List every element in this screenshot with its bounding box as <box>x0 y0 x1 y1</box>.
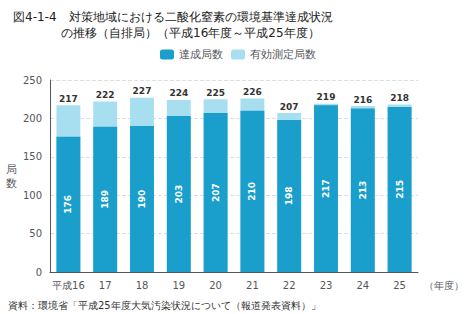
svg-text:21: 21 <box>246 280 259 291</box>
svg-text:226: 226 <box>243 87 262 97</box>
svg-text:203: 203 <box>174 185 184 204</box>
svg-text:210: 210 <box>247 182 257 201</box>
svg-text:189: 189 <box>100 190 110 209</box>
svg-text:219: 219 <box>317 92 336 102</box>
svg-text:平成16: 平成16 <box>52 280 85 291</box>
svg-text:24: 24 <box>356 280 369 291</box>
svg-text:100: 100 <box>23 190 42 201</box>
svg-text:22: 22 <box>283 280 296 291</box>
svg-text:176: 176 <box>63 195 73 214</box>
svg-text:215: 215 <box>395 180 405 199</box>
svg-text:213: 213 <box>358 181 368 200</box>
svg-text:50: 50 <box>29 228 42 239</box>
svg-text:18: 18 <box>136 280 149 291</box>
svg-text:217: 217 <box>59 94 78 104</box>
svg-text:216: 216 <box>353 95 372 105</box>
svg-text:25: 25 <box>393 280 406 291</box>
svg-text:（年度）: （年度） <box>424 280 464 291</box>
svg-text:局: 局 <box>6 163 17 176</box>
svg-text:の推移（自排局）（平成16年度～平成25年度）: の推移（自排局）（平成16年度～平成25年度） <box>13 26 320 40</box>
svg-text:224: 224 <box>169 88 188 98</box>
svg-text:227: 227 <box>133 86 152 96</box>
svg-text:0: 0 <box>36 267 42 278</box>
svg-text:200: 200 <box>23 113 42 124</box>
svg-text:図4-1-4 対策地域における二酸化窒素の環境基準達成状況: 図4-1-4 対策地域における二酸化窒素の環境基準達成状況 <box>13 10 333 24</box>
svg-text:23: 23 <box>320 280 333 291</box>
svg-text:有効測定局数: 有効測定局数 <box>250 48 316 61</box>
svg-text:数: 数 <box>6 177 17 190</box>
svg-text:207: 207 <box>280 102 299 112</box>
svg-text:250: 250 <box>23 75 42 86</box>
svg-text:225: 225 <box>206 88 225 98</box>
svg-text:150: 150 <box>23 151 42 162</box>
svg-text:198: 198 <box>284 187 294 206</box>
svg-text:資料：環境省「平成25年度大気汚染状況について（報道発表資料: 資料：環境省「平成25年度大気汚染状況について（報道発表資料）」 <box>8 300 321 311</box>
svg-text:218: 218 <box>390 93 409 103</box>
svg-text:222: 222 <box>96 90 115 100</box>
svg-text:19: 19 <box>172 280 185 291</box>
svg-text:17: 17 <box>99 280 112 291</box>
svg-text:達成局数: 達成局数 <box>179 48 223 61</box>
svg-text:217: 217 <box>321 179 331 198</box>
svg-text:20: 20 <box>209 280 222 291</box>
svg-text:207: 207 <box>211 183 221 202</box>
svg-text:190: 190 <box>137 190 147 209</box>
